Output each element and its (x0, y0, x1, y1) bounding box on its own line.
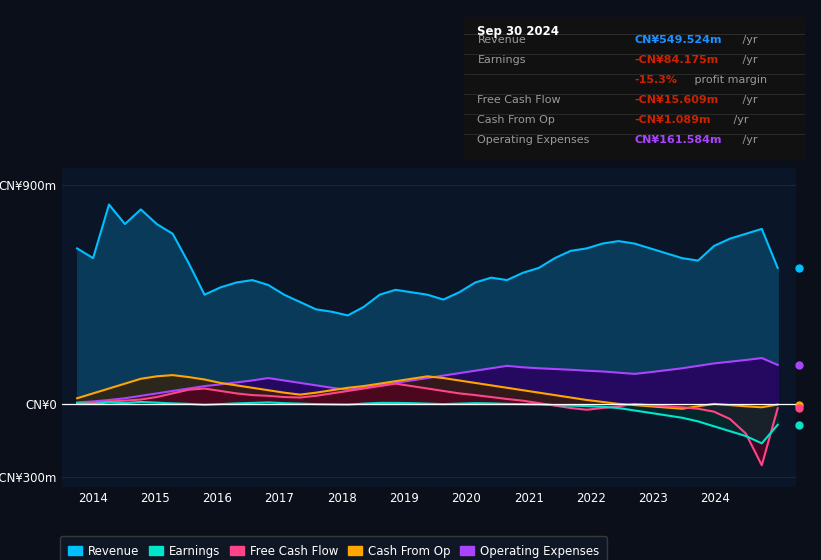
Text: Sep 30 2024: Sep 30 2024 (478, 25, 559, 39)
Text: /yr: /yr (739, 35, 758, 45)
Text: /yr: /yr (739, 95, 758, 105)
Legend: Revenue, Earnings, Free Cash Flow, Cash From Op, Operating Expenses: Revenue, Earnings, Free Cash Flow, Cash … (60, 536, 608, 560)
Text: profit margin: profit margin (691, 74, 768, 85)
Text: -CN¥84.175m: -CN¥84.175m (635, 55, 718, 64)
Text: CN¥161.584m: CN¥161.584m (635, 134, 722, 144)
Text: Operating Expenses: Operating Expenses (478, 134, 589, 144)
Text: Earnings: Earnings (478, 55, 526, 64)
Text: -15.3%: -15.3% (635, 74, 677, 85)
Text: Free Cash Flow: Free Cash Flow (478, 95, 561, 105)
Text: -CN¥15.609m: -CN¥15.609m (635, 95, 718, 105)
Text: Cash From Op: Cash From Op (478, 115, 555, 125)
Text: /yr: /yr (739, 55, 758, 64)
Text: /yr: /yr (730, 115, 748, 125)
Text: Revenue: Revenue (478, 35, 526, 45)
Text: CN¥549.524m: CN¥549.524m (635, 35, 722, 45)
Text: /yr: /yr (739, 134, 758, 144)
Text: -CN¥1.089m: -CN¥1.089m (635, 115, 711, 125)
